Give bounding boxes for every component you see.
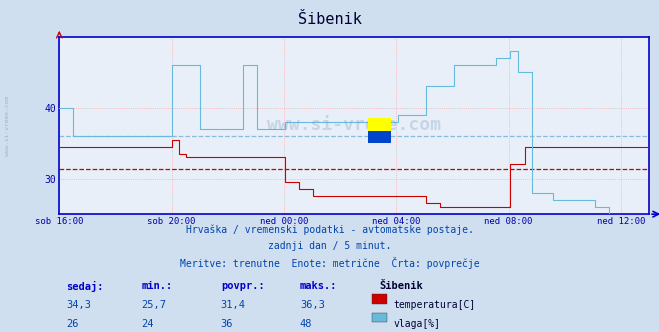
Text: min.:: min.: (142, 281, 173, 290)
Bar (368, 118, 391, 131)
Text: Meritve: trenutne  Enote: metrične  Črta: povprečje: Meritve: trenutne Enote: metrične Črta: … (180, 257, 479, 269)
Text: 26: 26 (66, 319, 78, 329)
Text: zadnji dan / 5 minut.: zadnji dan / 5 minut. (268, 241, 391, 251)
Text: vlaga[%]: vlaga[%] (393, 319, 440, 329)
Text: 48: 48 (300, 319, 312, 329)
Bar (368, 131, 391, 143)
Text: 25,7: 25,7 (142, 300, 167, 310)
Text: sedaj:: sedaj: (66, 281, 103, 291)
Text: 24: 24 (142, 319, 154, 329)
Text: Šibenik: Šibenik (379, 281, 422, 290)
Text: povpr.:: povpr.: (221, 281, 264, 290)
Text: 36: 36 (221, 319, 233, 329)
Text: Hrvaška / vremenski podatki - avtomatske postaje.: Hrvaška / vremenski podatki - avtomatske… (186, 224, 473, 235)
Text: temperatura[C]: temperatura[C] (393, 300, 476, 310)
Text: 34,3: 34,3 (66, 300, 91, 310)
Text: 36,3: 36,3 (300, 300, 325, 310)
Text: 31,4: 31,4 (221, 300, 246, 310)
Text: Šibenik: Šibenik (298, 12, 361, 27)
Text: maks.:: maks.: (300, 281, 337, 290)
Text: www.si-vreme.com: www.si-vreme.com (267, 116, 442, 134)
Text: www.si-vreme.com: www.si-vreme.com (5, 96, 11, 156)
